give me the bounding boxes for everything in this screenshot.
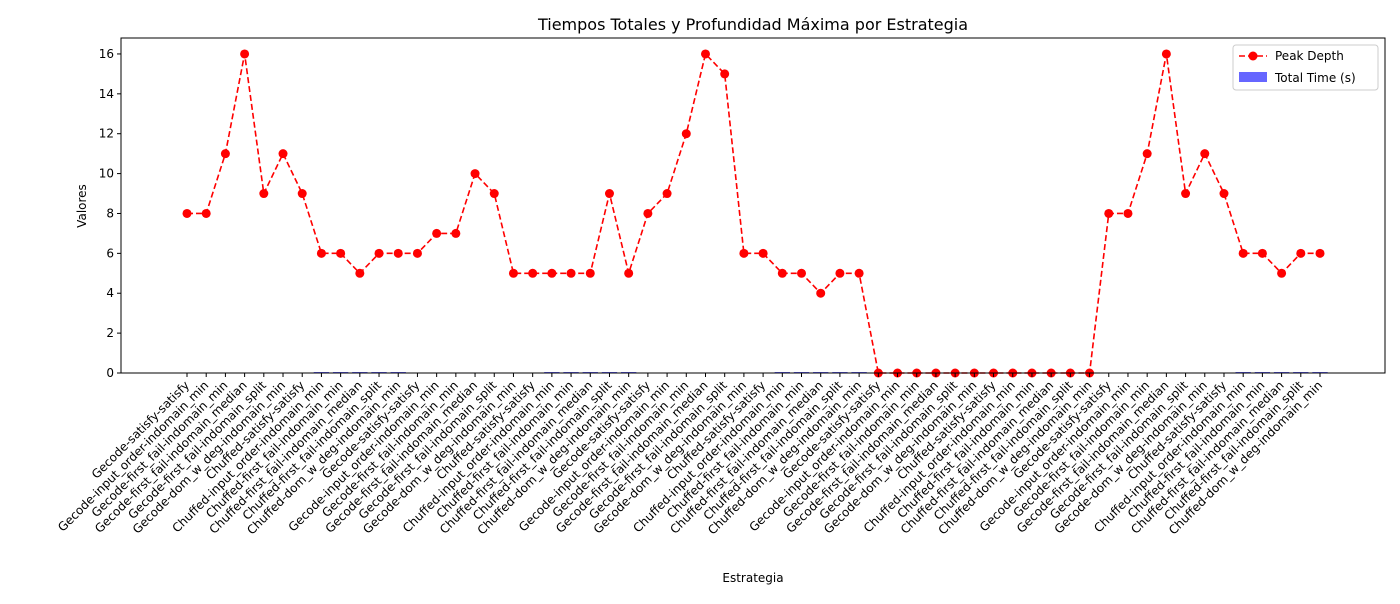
- data-point: [297, 189, 307, 199]
- chart-title: Tiempos Totales y Profundidad Máxima por…: [537, 15, 968, 34]
- data-point: [604, 189, 614, 199]
- data-point: [585, 268, 595, 278]
- data-point: [835, 268, 845, 278]
- data-point: [1123, 208, 1133, 218]
- y-axis-label: Valores: [75, 184, 89, 228]
- data-point: [201, 208, 211, 218]
- data-point: [355, 268, 365, 278]
- data-point: [489, 189, 499, 199]
- data-point: [374, 248, 384, 258]
- data-point: [240, 49, 250, 59]
- data-point: [1315, 248, 1325, 258]
- axes-frame: [120, 37, 1386, 374]
- legend-label-total-time: Total Time (s): [1274, 71, 1356, 85]
- plot-area: 0246810121416Gecode-satisfy-satisfyGecod…: [55, 37, 1386, 537]
- data-point: [854, 268, 864, 278]
- legend-bar-swatch: [1239, 72, 1267, 82]
- y-tick-label: 14: [99, 87, 114, 101]
- data-point: [1161, 49, 1171, 59]
- data-point: [1277, 268, 1287, 278]
- data-point: [643, 208, 653, 218]
- data-point: [182, 208, 192, 218]
- y-tick-label: 16: [99, 47, 114, 61]
- y-tick-label: 6: [106, 246, 114, 260]
- y-tick-label: 10: [99, 167, 114, 181]
- data-point: [758, 248, 768, 258]
- data-point: [1104, 208, 1114, 218]
- data-point: [278, 149, 288, 159]
- data-point: [547, 268, 557, 278]
- legend: Peak Depth Total Time (s): [1232, 44, 1379, 91]
- data-point: [432, 228, 442, 238]
- data-point: [1296, 248, 1306, 258]
- data-point: [1181, 189, 1191, 199]
- data-point: [470, 169, 480, 179]
- y-tick-label: 0: [106, 366, 114, 380]
- legend-marker-swatch: [1248, 51, 1258, 61]
- data-point: [1257, 248, 1267, 258]
- y-tick-label: 8: [106, 206, 114, 220]
- data-point: [681, 129, 691, 139]
- data-point: [797, 268, 807, 278]
- data-point: [700, 49, 710, 59]
- data-point: [259, 189, 269, 199]
- data-point: [451, 228, 461, 238]
- series-line-peak-depth: [187, 52, 1320, 374]
- data-point: [220, 149, 230, 159]
- y-tick-label: 4: [106, 286, 114, 300]
- data-point: [336, 248, 346, 258]
- data-point: [508, 268, 518, 278]
- data-point: [816, 288, 826, 298]
- data-point: [528, 268, 538, 278]
- x-axis-label: Estrategia: [722, 571, 783, 585]
- data-point: [1142, 149, 1152, 159]
- data-point: [662, 189, 672, 199]
- data-point: [316, 248, 326, 258]
- data-point: [566, 268, 576, 278]
- y-tick-label: 2: [106, 326, 114, 340]
- data-point: [1219, 189, 1229, 199]
- data-point: [720, 69, 730, 79]
- data-point: [1200, 149, 1210, 159]
- data-point: [739, 248, 749, 258]
- data-point: [1238, 248, 1248, 258]
- data-point: [777, 268, 787, 278]
- data-point: [393, 248, 403, 258]
- data-point: [412, 248, 422, 258]
- data-point: [624, 268, 634, 278]
- y-tick-label: 12: [99, 127, 114, 141]
- legend-label-peak-depth: Peak Depth: [1275, 49, 1344, 63]
- legend-box: [1232, 44, 1379, 91]
